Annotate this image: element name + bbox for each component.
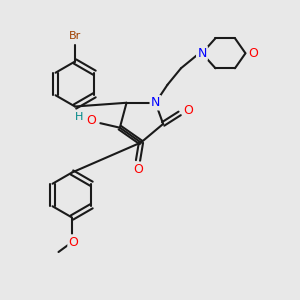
Text: O: O bbox=[69, 236, 78, 249]
Text: N: N bbox=[197, 47, 207, 60]
Text: O: O bbox=[133, 163, 143, 176]
Text: Br: Br bbox=[69, 31, 81, 41]
Text: H: H bbox=[75, 112, 83, 122]
Text: O: O bbox=[86, 114, 96, 127]
Text: N: N bbox=[151, 96, 160, 109]
Text: O: O bbox=[184, 104, 194, 117]
Text: O: O bbox=[248, 47, 258, 60]
